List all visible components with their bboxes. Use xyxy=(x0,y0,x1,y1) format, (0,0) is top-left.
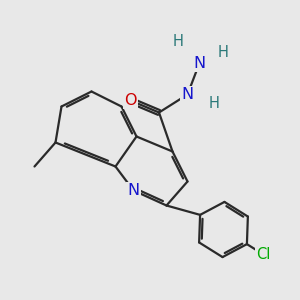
Text: Cl: Cl xyxy=(256,247,271,262)
Text: N: N xyxy=(128,183,140,198)
Text: H: H xyxy=(173,34,184,50)
Text: H: H xyxy=(209,96,220,111)
Text: N: N xyxy=(182,87,194,102)
Text: H: H xyxy=(218,45,229,60)
Text: N: N xyxy=(194,56,206,70)
Text: O: O xyxy=(124,93,137,108)
